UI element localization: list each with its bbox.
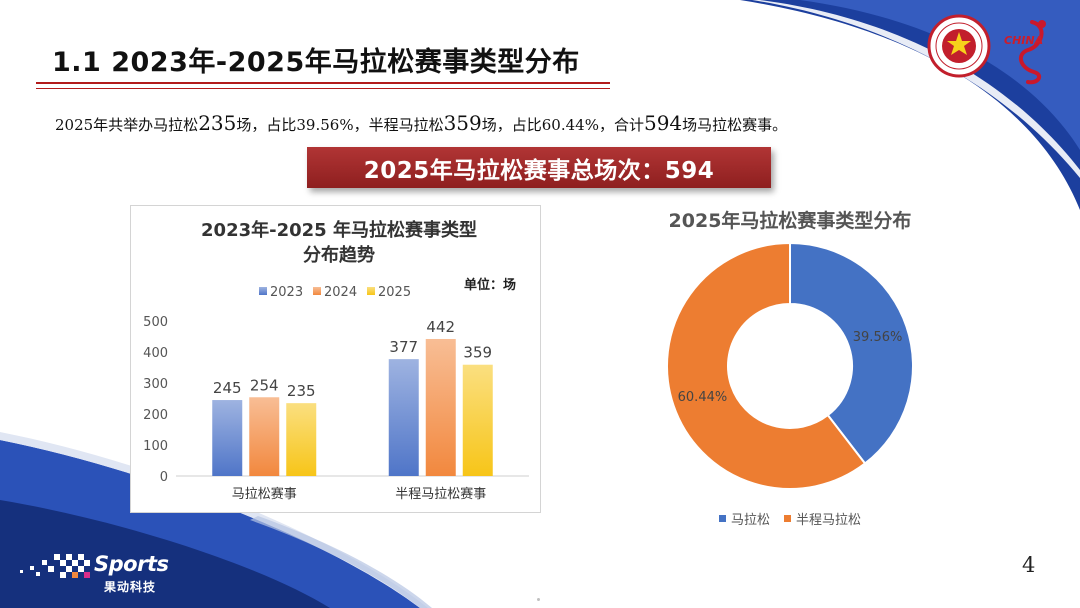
legend-swatch-2023 [259,287,267,295]
pie-slice-1 [666,241,867,490]
bar-chart-unit-label: 单位：场 [464,277,516,293]
bar-chart-y-axis: 0 100 200 300 400 500 [143,315,529,485]
summary-mid-1: 场，占比39.56%，半程马拉松 [236,116,444,134]
slide-title: 1.1 2023年-2025年马拉松赛事类型分布 [52,47,580,78]
legend-label-2023: 2023 [270,285,303,300]
pie-legend-swatch-half [784,515,791,522]
page-number: 4 [1022,553,1036,577]
bar-2023-0 [212,400,243,476]
bar-2023-1 [388,359,419,476]
summary-half-count: 359 [443,111,482,135]
summary-total-count: 594 [643,111,683,135]
bar-value-label: 377 [389,338,418,356]
pie-legend-marathon: 马拉松 [718,509,770,528]
pie-legend-label-marathon: 马拉松 [730,513,770,528]
summary-text: 2025年共举办马拉松235场，占比39.56%，半程马拉松359场，占比60.… [55,111,787,135]
y-tick-label: 300 [143,377,168,392]
china-running-icon [1018,20,1046,85]
total-events-banner: 2025年马拉松赛事总场次：594 [307,147,771,188]
athletics-association-seal-icon [927,14,991,78]
pie-slice-label: 39.56% [853,330,903,345]
x-category-label: 马拉松赛事 [232,486,297,502]
checkered-flag-icon [20,554,90,578]
pie-legend-swatch-marathon [718,515,726,522]
bottom-dot [537,598,540,601]
pie-chart-labels: 39.56% 60.44% [678,330,903,405]
bar-value-label: 359 [463,344,492,362]
pie-chart: 39.56% 60.44% [666,241,914,490]
bar-value-label: 254 [250,376,279,394]
pie-slice-0 [789,241,914,465]
pie-chart-legend: 马拉松 半程马拉松 [600,509,980,528]
sports-logo: Sports 果动科技 [14,548,189,598]
summary-suffix: 场马拉松赛事。 [682,116,788,134]
sports-logo-subtext: 果动科技 [104,580,157,594]
pie-legend-label-half: 半程马拉松 [796,513,862,528]
summary-prefix: 2025年共举办马拉松 [55,116,199,134]
bar-value-label: 442 [426,318,455,336]
bar-value-label: 245 [213,379,242,397]
pie-slice-label: 60.44% [678,390,728,405]
bar-chart-bars: 245 254 235 377 442 359 [212,318,493,476]
bar-chart: 2023年-2025 年马拉松赛事类型 分布趋势 单位：场 2023 2024 20… [143,219,529,502]
bar-chart-title-line-1: 2023年-2025 年马拉松赛事类型 [201,219,477,241]
bar-chart-legend: 2023 2024 2025 [259,285,411,300]
bar-2024-1 [425,338,456,476]
legend-label-2025: 2025 [378,285,411,300]
y-tick-label: 500 [143,315,168,330]
title-underline-thin [36,88,610,89]
legend-swatch-2024 [313,287,321,295]
legend-swatch-2025 [367,287,375,295]
title-underline [36,82,610,84]
x-category-label: 半程马拉松赛事 [395,486,486,502]
pie-legend-half-marathon: 半程马拉松 [784,509,861,528]
bar-2025-0 [286,403,317,476]
y-tick-label: 100 [143,439,168,454]
y-tick-label: 200 [143,408,168,423]
bar-2024-0 [249,397,280,476]
sports-logo-text: Sports [94,552,169,576]
bar-2025-1 [462,364,493,476]
y-tick-label: 400 [143,346,168,361]
china-logo-text: CHINA [1004,34,1044,47]
summary-marathon-count: 235 [198,111,237,135]
bar-chart-x-axis: 马拉松赛事 半程马拉松赛事 [232,486,487,502]
pie-chart-slices [666,241,914,490]
bar-chart-panel: 2023年-2025 年马拉松赛事类型 分布趋势 单位：场 2023 2024 20… [130,205,541,513]
bar-value-label: 235 [287,382,316,400]
summary-mid-2: 场，占比60.44%，合计 [481,116,644,134]
bar-chart-title-line-2: 分布趋势 [303,244,375,266]
legend-label-2024: 2024 [324,285,357,300]
pie-chart-title: 2025年马拉松赛事类型分布 [668,210,912,232]
y-tick-label: 0 [160,470,168,485]
